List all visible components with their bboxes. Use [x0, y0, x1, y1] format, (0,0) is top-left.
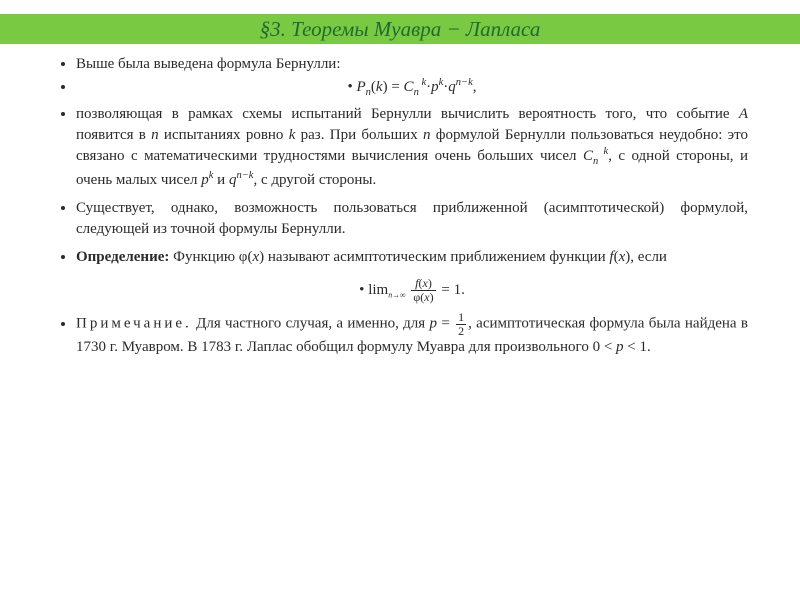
bullet-intro: Выше была выведена формула Бернулли: [76, 54, 748, 74]
formula1-wrap: Pn(k) = Cn k·pk·qn−k, [76, 76, 748, 100]
bullet-list: Выше была выведена формула Бернулли: Pn(… [52, 54, 748, 358]
title-bar: §3. Теоремы Муавра − Лапласа [0, 14, 800, 44]
slide: §3. Теоремы Муавра − Лапласа Выше была в… [0, 0, 800, 600]
bullet-p5: Примечание. Для частного случая, а именн… [76, 311, 748, 357]
formula2-wrap: limn→∞ f(x)φ(x) = 1. [76, 277, 748, 303]
formula1: Pn(k) = Cn k·pk·qn−k, [347, 76, 476, 100]
bullet-empty: Pn(k) = Cn k·pk·qn−k, [76, 76, 748, 100]
bullet-p2: позволяющая в рамках схемы испытаний Бер… [76, 104, 748, 190]
bullet-p4: Определение: Функцию φ(x) называют асимп… [76, 247, 748, 303]
p1-text: Выше была выведена формула Бернулли: [76, 56, 341, 72]
bullet-p3: Существует, однако, возможность пользова… [76, 198, 748, 239]
slide-title: §3. Теоремы Муавра − Лапласа [260, 17, 541, 41]
slide-content: Выше была выведена формула Бернулли: Pn(… [52, 54, 748, 366]
formula2: limn→∞ f(x)φ(x) = 1. [359, 277, 465, 303]
